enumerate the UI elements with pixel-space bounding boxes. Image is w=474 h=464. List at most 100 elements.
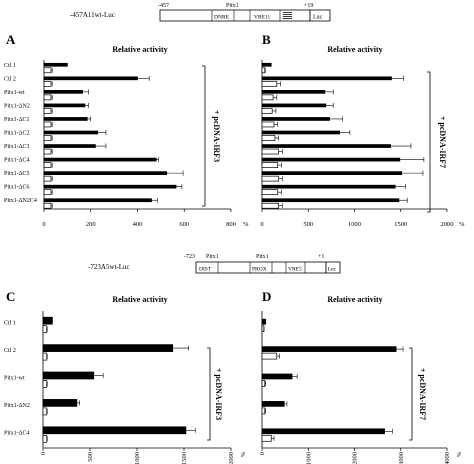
bar-black [42, 344, 174, 352]
bar-white [42, 407, 48, 416]
panel-b: B Relative activity 0 500 1000 1500 2000 % + pcD… [260, 32, 465, 228]
bar-black [43, 171, 168, 175]
bracket-label: + pcDNA-IRF7 [418, 368, 427, 420]
bar-black [261, 62, 272, 67]
panel-letter: D [262, 289, 271, 304]
category-label: Pitx1-ΔN2 [4, 103, 30, 109]
bar-white [43, 202, 52, 209]
category-label: Pitx1-ΔC2 [4, 131, 30, 137]
x-tick-label: 3000 [398, 452, 405, 464]
bar-white [261, 352, 278, 360]
bar-black [43, 90, 83, 94]
condition-bracket [409, 347, 413, 441]
bar-black [261, 401, 285, 407]
x-unit-label: % [456, 451, 463, 457]
x-tick-label: 1500 [181, 452, 188, 464]
chart-title: Relative activity [327, 45, 382, 54]
bar-white [261, 108, 273, 114]
x-tick-label: 4000 [444, 452, 451, 464]
bar-black [43, 103, 86, 108]
bar-black [43, 62, 68, 67]
x-unit-label: % [243, 221, 249, 228]
bar-white [43, 135, 52, 141]
promoter-box [159, 9, 311, 22]
x-tick-label: 1000 [348, 221, 361, 228]
x-tick-label: 0 [42, 221, 45, 228]
x-tick-label: 0 [259, 452, 266, 455]
bar-white [261, 148, 279, 155]
x-tick-label: 500 [87, 452, 94, 462]
panel-a: A Relative activity 0 200 400 600 800 % Ctl 1 Ctl… [4, 32, 249, 228]
pitx1-site-label: Pitx1 [256, 254, 269, 260]
bar-white [43, 148, 52, 155]
bar-white [43, 80, 52, 87]
bar-black [42, 399, 78, 407]
chart-title: Relative activity [112, 45, 167, 54]
element-label: VRE11 [254, 15, 271, 21]
construct-end-label: +1 [318, 254, 324, 260]
bar-black [261, 373, 293, 380]
category-label: Pitx1-wt [4, 376, 25, 382]
bar-black [42, 426, 187, 435]
category-label: Pitx1-ΔN2 [4, 403, 30, 409]
x-tick-label: 800 [226, 221, 236, 228]
bar-black [42, 316, 53, 325]
chart-title: Relative activity [112, 295, 167, 304]
x-tick-label: 2000 [441, 221, 454, 228]
bar-black [43, 157, 157, 162]
category-label: Ctl 1 [4, 63, 16, 69]
x-tick-label: 2000 [228, 452, 235, 464]
pitx1-site-label: Pitx1 [226, 3, 239, 9]
construct-label: -723A5wt-Luc [88, 263, 130, 271]
panel-letter: B [262, 32, 271, 47]
bar-white [43, 175, 52, 182]
category-label: Pitx1-ΔC3 [4, 144, 30, 150]
x-tick-label: 2000 [352, 452, 359, 464]
bar-black [261, 117, 330, 121]
x-tick-label: 200 [86, 221, 96, 228]
bar-white [261, 135, 276, 141]
construct-label: -457A11wt-Luc [70, 11, 115, 19]
x-unit-label: % [459, 221, 465, 228]
bar-black [261, 157, 401, 162]
bar-black [43, 117, 88, 121]
bar-white [261, 325, 265, 333]
x-tick-label: 1000 [134, 452, 141, 464]
condition-bracket [202, 65, 206, 207]
bracket-label: + pcDNA-IRF3 [212, 110, 221, 162]
bar-white [261, 121, 275, 128]
category-label: Pitx1-ΔC6 [4, 185, 30, 191]
bar-black [261, 318, 267, 325]
panel-d: D Relative activity 0 1000 2000 3000 4000 % + pc… [259, 289, 463, 464]
bar-white [43, 189, 52, 196]
bar-white [261, 189, 279, 196]
construct-diagram-1: -457A11wt-Luc -457 +19 Pitx1 DNRE VRE11 Luc [70, 3, 331, 22]
bar-white [42, 352, 48, 361]
bar-white [43, 108, 52, 114]
bar-white [42, 325, 48, 334]
bar-black [43, 144, 96, 148]
x-tick-label: 400 [133, 221, 143, 228]
bar-black [261, 103, 327, 108]
construct-diagram-2: -723A5wt-Luc -723 +1 Pitx1 Pitx1 DIST PROX VRE5… [88, 254, 341, 274]
bar-black [261, 184, 396, 189]
construct-start-label: -457 [158, 3, 169, 9]
category-label: Ctl 2 [4, 348, 16, 354]
chart-title: Relative activity [327, 295, 382, 304]
category-label: Pitx1-ΔC4 [4, 158, 30, 164]
luciferase-box [309, 9, 331, 22]
bar-white [43, 94, 52, 101]
x-tick-label: 0 [40, 452, 47, 455]
element-label: DNRE [214, 15, 230, 21]
bar-white [42, 380, 48, 388]
category-label: Pitx1-ΔC5 [4, 171, 30, 177]
bracket-label: + pcDNA-IRF3 [214, 368, 223, 420]
x-tick-label: 1000 [305, 452, 312, 464]
category-label: Ctl 2 [4, 76, 16, 82]
bar-black [261, 76, 392, 81]
bar-white [43, 162, 52, 168]
bar-black [43, 76, 138, 81]
bar-black [261, 346, 397, 352]
bar-black [261, 130, 341, 135]
